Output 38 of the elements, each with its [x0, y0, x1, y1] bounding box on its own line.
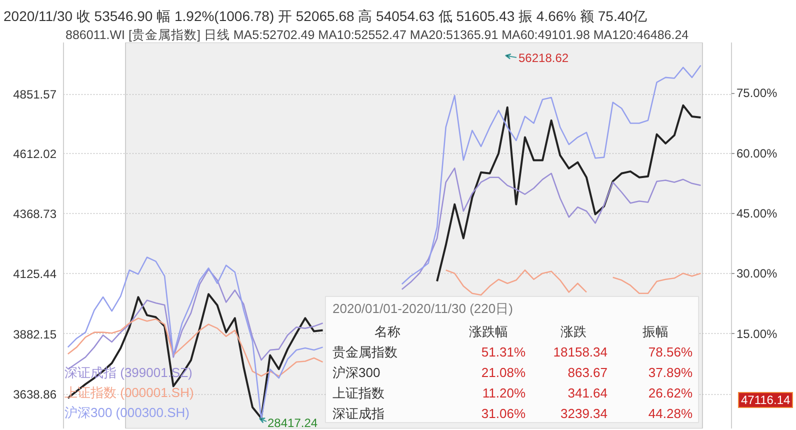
y2-tick-label: 75.00%	[736, 86, 778, 100]
annotation: 深证成指	[332, 406, 384, 421]
chart-title: 2020/11/30 收 53546.90 幅 1.92%(1006.78) 开 52065.68 高 54054.63 低 51605.43 振 4.66% 额 75.40亿	[4, 8, 647, 24]
annotation: 名称	[374, 324, 400, 339]
text: 47116.14	[741, 393, 790, 407]
chart-subtitle: 886011.WI [贵金属指数] 日线 MA5:52702.49 MA10:52552.47 MA20:51365.91 MA60:49101.98 MA120:46486.24	[66, 28, 689, 42]
annotation: 21.08%	[481, 365, 526, 380]
annotation: 涨跌幅	[469, 324, 508, 339]
annotation: 2020/01/01-2020/11/30 (220日)	[332, 301, 513, 316]
annotation: 18158.34	[553, 344, 608, 360]
annotation: 863.67	[568, 365, 608, 380]
annotation: 31.06%	[481, 406, 526, 421]
annotation: 上证指数	[332, 386, 384, 400]
annotation: 56218.62	[518, 51, 569, 65]
y2-tick-label: 30.00%	[736, 266, 778, 281]
annotation: 涨跌	[560, 324, 586, 339]
y-tick-label: 3882.15	[13, 327, 57, 342]
annotation: 37.89%	[648, 365, 693, 380]
y-tick-label: 4851.57	[13, 88, 57, 102]
annotation: 341.64	[568, 386, 608, 400]
y-tick-label: 4612.02	[13, 146, 57, 161]
y-tick-label: 4125.44	[13, 267, 57, 282]
annotation: 贵金属指数	[332, 344, 398, 360]
annotation: 78.56%	[648, 344, 693, 360]
y2-tick-label: 45.00%	[736, 206, 778, 221]
y2-tick-label: 15.00%	[736, 326, 778, 341]
y-tick-label: 4368.73	[13, 207, 57, 222]
annotation: 沪深300	[332, 365, 380, 380]
annotation: 26.62%	[648, 386, 693, 400]
annotation: 3239.34	[560, 406, 608, 421]
y-tick-label: 3638.86	[13, 388, 57, 402]
annotation: 11.20%	[482, 386, 526, 400]
y2-tick-label: 60.00%	[736, 146, 778, 160]
annotation: 振幅	[642, 324, 668, 339]
annotation: 28417.24	[268, 416, 318, 430]
annotation: 51.31%	[481, 344, 526, 360]
text: 沪深300 (000300.SH)	[64, 405, 190, 420]
annotation: 44.28%	[648, 406, 693, 421]
